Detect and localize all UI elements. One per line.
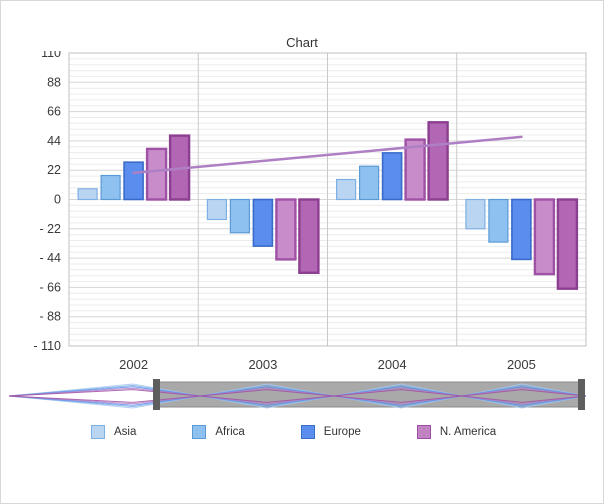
legend-item-africa[interactable]: Africa [192,425,244,439]
legend-item-europe[interactable]: Europe [301,425,361,439]
bar-series3-cat0[interactable] [147,149,166,200]
x-axis-label: 2004 [378,357,407,372]
legend-item-asia[interactable]: Asia [91,425,136,439]
y-axis-label: 66 [47,105,61,119]
y-axis-label: 44 [47,134,61,148]
legend: Asia Africa Europe N. America [91,425,496,439]
y-axis-label: 22 [47,163,61,177]
legend-swatch-icon [417,425,431,439]
bar-series4-cat2[interactable] [429,122,448,199]
chart-title: Chart [1,35,603,50]
bar-series0-cat0[interactable] [78,189,97,200]
bar-series3-cat1[interactable] [276,200,295,260]
y-axis-label: 110 [41,51,61,60]
bar-series2-cat2[interactable] [383,153,402,200]
navigator[interactable] [1,379,603,417]
bar-series0-cat3[interactable] [466,200,485,229]
bar-series0-cat2[interactable] [337,180,356,200]
x-axis-label: 2002 [119,357,148,372]
chart-widget: Chart 110 88 66 44 22 0 - 22 - 44 - 66 - 88 - 110 2… [0,0,604,504]
bar-series2-cat0[interactable] [124,162,143,199]
bar-series3-cat3[interactable] [535,200,554,275]
y-axis-label: - 66 [39,280,61,294]
legend-item-n-america[interactable]: N. America [417,425,496,439]
legend-label: Europe [324,426,361,438]
bar-series1-cat3[interactable] [489,200,508,243]
navigator-right-handle[interactable] [578,379,585,410]
y-axis-label: 88 [47,75,61,89]
y-axis-label: - 110 [33,339,61,353]
main-chart-svg: 110 88 66 44 22 0 - 22 - 44 - 66 - 88 - 110 2002 200… [1,51,603,381]
legend-label: Asia [114,426,136,438]
bar-series0-cat1[interactable] [207,200,226,220]
bar-series4-cat3[interactable] [558,200,577,289]
y-axis-label: - 22 [39,222,61,236]
y-axis-label: - 44 [39,251,61,265]
bar-series2-cat3[interactable] [512,200,531,260]
bar-series1-cat0[interactable] [101,176,120,200]
legend-label: N. America [440,426,496,438]
legend-swatch-icon [301,425,315,439]
legend-label: Africa [215,426,244,438]
x-axis-label: 2003 [248,357,277,372]
bar-series2-cat1[interactable] [253,200,272,247]
x-axis-label: 2005 [507,357,536,372]
bar-series1-cat2[interactable] [360,166,379,199]
y-axis-label: - 88 [39,310,61,324]
legend-swatch-icon [192,425,206,439]
legend-swatch-icon [91,425,105,439]
bar-series1-cat1[interactable] [230,200,249,233]
bar-series4-cat1[interactable] [299,200,318,273]
navigator-left-handle[interactable] [153,379,160,410]
y-axis-label: 0 [54,193,61,207]
